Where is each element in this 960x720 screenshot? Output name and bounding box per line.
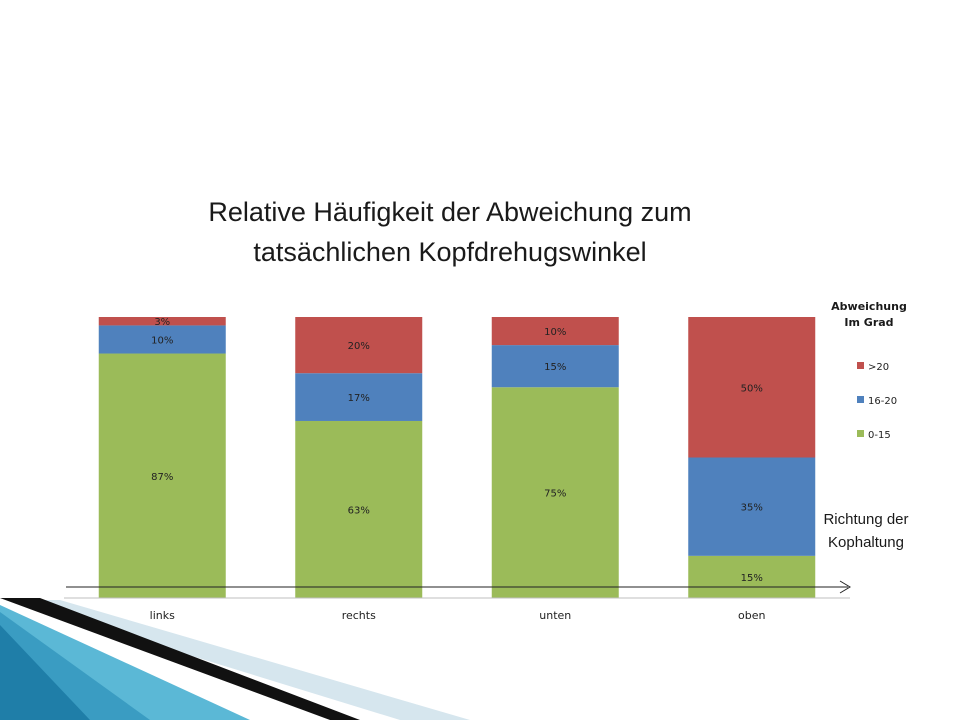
bar-segment-oben-0-15 [688, 555, 816, 598]
legend-swatch-0-15 [857, 430, 864, 437]
x-tick-label-links: links [150, 609, 175, 622]
chart-title-line-1: Relative Häufigkeit der Abweichung zum [208, 197, 692, 227]
direction-arrow-head [839, 580, 851, 594]
axis-direction-note: Richtung der Kophaltung [806, 508, 926, 554]
bar-segment-rechts-gt20 [295, 317, 423, 374]
data-label-rechts-0-15: 63% [348, 505, 370, 516]
x-tick-label-oben: oben [738, 609, 765, 622]
data-label-unten-16-20: 15% [544, 362, 566, 373]
bar-segment-links-gt20 [98, 317, 226, 326]
data-label-oben-16-20: 35% [741, 503, 763, 514]
axis-note-line-2: Kophaltung [828, 534, 904, 551]
x-tick-label-unten: unten [539, 609, 571, 622]
bar-segment-unten-16-20 [491, 345, 619, 388]
data-label-rechts-16-20: 17% [348, 393, 370, 404]
legend-swatch-16-20 [857, 396, 864, 403]
legend-label-16-20: 16-20 [868, 396, 897, 407]
bar-segment-unten-0-15 [491, 387, 619, 598]
legend-title-line-1: Abweichung [831, 300, 907, 313]
bar-segment-unten-gt20 [491, 317, 619, 346]
data-label-rechts-gt20: 20% [348, 341, 370, 352]
legend-title-line-2: Im Grad [844, 316, 894, 329]
bar-segment-links-16-20 [98, 325, 226, 354]
data-label-links-0-15: 87% [151, 472, 173, 483]
data-label-links-gt20: 3% [154, 317, 170, 328]
legend-swatch-gt20 [857, 362, 864, 369]
bar-segment-oben-16-20 [688, 457, 816, 556]
bar-segment-rechts-16-20 [295, 373, 423, 421]
axis-note-line-1: Richtung der [823, 511, 909, 528]
data-label-unten-gt20: 10% [544, 327, 566, 338]
x-tick-label-rechts: rechts [342, 609, 376, 622]
legend-title: Abweichung Im Grad [814, 299, 924, 331]
data-label-oben-0-15: 15% [741, 573, 763, 584]
bar-segment-rechts-0-15 [295, 420, 423, 598]
bar-segment-oben-gt20 [688, 317, 816, 458]
chart-title-line-2: tatsächlichen Kopfdrehugswinkel [253, 237, 647, 267]
data-label-oben-gt20: 50% [741, 383, 763, 394]
data-label-links-16-20: 10% [151, 335, 173, 346]
data-label-unten-0-15: 75% [544, 489, 566, 500]
legend-label-0-15: 0-15 [868, 430, 891, 441]
legend-label-gt20: >20 [868, 362, 889, 373]
chart-title: Relative Häufigkeit der Abweichung zum t… [140, 192, 760, 272]
bar-segment-links-0-15 [98, 353, 226, 598]
